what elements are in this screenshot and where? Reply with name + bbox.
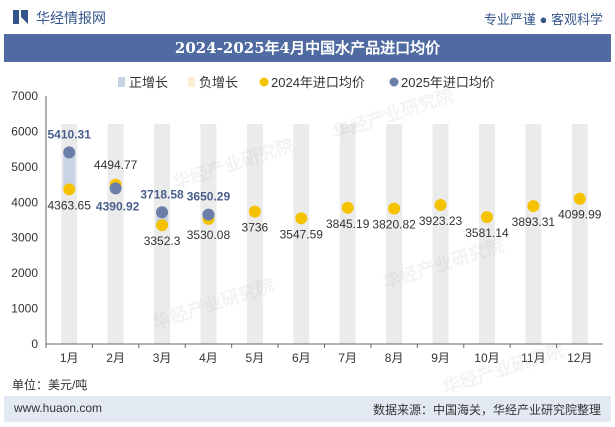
point-2025 [63,146,76,159]
background-bar [525,124,542,344]
x-tick-label: 6月 [292,351,311,365]
background-bar [432,124,449,344]
point-2024 [573,192,586,205]
x-tick-label: 9月 [431,351,450,365]
x-tick-label: 3月 [153,351,172,365]
y-tick-label: 7000 [11,89,38,103]
legend-marker [259,77,269,87]
legend-label: 2024年进口均价 [271,75,365,90]
point-2024 [248,205,261,218]
point-2024 [480,211,493,224]
point-2024 [63,183,76,196]
point-2024 [295,212,308,225]
x-tick-label: 8月 [385,351,404,365]
data-label-2024: 3736 [242,221,269,235]
x-tick-label: 4月 [199,351,218,365]
x-tick-label: 5月 [246,351,265,365]
y-tick-label: 6000 [11,124,38,138]
brand-name: 华经情报网 [36,10,106,26]
y-tick-label: 2000 [11,266,38,280]
data-label-2025: 5410.31 [48,127,92,141]
y-tick-label: 0 [31,337,38,351]
background-bar [246,124,263,344]
data-label-2024: 4363.65 [48,198,92,212]
title-bar: 2024-2025年4月中国水产品进口均价 [4,34,611,62]
data-label-2025: 3718.58 [140,187,184,201]
background-bar [386,124,403,344]
data-label-2024: 4099.99 [558,208,602,222]
legend-swatch [188,77,195,87]
data-label-2024: 3530.08 [187,228,231,242]
x-tick-label: 10月 [474,351,499,365]
chart-title: 2024-2025年4月中国水产品进口均价 [174,39,441,57]
point-2025 [109,182,122,195]
y-tick-label: 1000 [11,302,38,316]
point-2024 [388,202,401,215]
x-tick-label: 1月 [60,351,79,365]
change-bar [63,152,76,190]
y-tick-label: 5000 [11,160,38,174]
point-2024 [527,200,540,213]
background-bar [293,124,310,344]
data-label-2024: 3820.82 [372,218,416,232]
data-label-2024: 3893.31 [512,215,556,229]
x-tick-label: 11月 [521,351,545,365]
background-bar [478,124,495,344]
data-label-2024: 3923.23 [419,214,463,228]
data-label-2025: 3650.29 [187,190,231,204]
background-bar [200,124,217,344]
point-2025 [156,206,169,219]
slogan: 专业严谨 ● 客观科学 [483,12,603,27]
y-tick-label: 3000 [11,231,38,245]
huajing-logo-icon [13,10,28,24]
background-bar [107,124,124,344]
point-2024 [434,199,447,212]
top-bar: 华经情报网 专业严谨 ● 客观科学 [0,0,615,34]
data-source: 数据来源：中国海关，华经产业研究院整理 [372,403,601,417]
data-label-2025: 4390.92 [96,199,140,213]
legend-swatch [118,77,125,87]
legend-label: 正增长 [129,75,168,90]
data-label-2024: 4494.77 [94,158,138,172]
legend-label: 2025年进口均价 [401,75,495,90]
legend-marker [389,77,399,87]
background-bar [339,124,356,344]
data-label-2024: 3547.59 [280,227,324,241]
price-chart: 正增长 负增长 2024年进口均价 2025年进口均价 0 1000 2000 3000 400… [11,75,603,365]
legend-label: 负增长 [199,75,238,90]
y-tick-label: 4000 [11,195,38,209]
background-bar [571,124,588,344]
x-tick-label: 7月 [338,351,357,365]
x-tick-label: 2月 [106,351,125,365]
x-tick-label: 12月 [567,351,592,365]
point-2024 [341,201,354,214]
point-2025 [202,208,215,221]
data-label-2024: 3845.19 [326,217,370,231]
background-bar [154,124,171,344]
footer: www.huaon.com 数据来源：中国海关，华经产业研究院整理 [4,396,611,422]
unit-label: 单位：美元/吨 [12,378,88,392]
data-label-2024: 3581.14 [465,226,509,240]
point-2024 [156,219,169,232]
site-url: www.huaon.com [14,401,103,415]
data-label-2024: 3352.3 [144,234,181,248]
